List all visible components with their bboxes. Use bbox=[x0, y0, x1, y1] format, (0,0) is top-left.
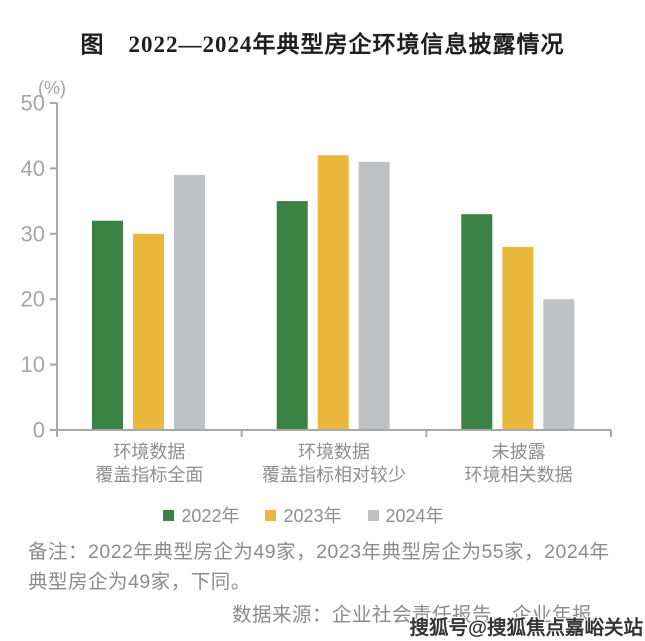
legend-label-2024年: 2024年 bbox=[385, 506, 444, 526]
bar-2023年-cat3 bbox=[502, 246, 534, 430]
category-label-3-line1: 未披露 bbox=[492, 442, 546, 462]
y-tick-label-0: 0 bbox=[33, 418, 45, 443]
data-source-note: 数据来源：企业社会责任报告、企业年报。 bbox=[231, 604, 612, 626]
y-tick-label-40: 40 bbox=[21, 156, 45, 181]
bar-2023年-cat1 bbox=[133, 233, 164, 430]
chart-legend: 2022年 2023年 2024年 bbox=[0, 502, 626, 528]
legend-swatch-2024年 bbox=[367, 509, 379, 521]
category-label-1-line2: 覆盖指标全面 bbox=[95, 465, 203, 485]
bar-2024年-cat1 bbox=[174, 174, 205, 430]
category-label-2-line1: 环境数据 bbox=[298, 442, 370, 462]
legend-label-2023年: 2023年 bbox=[283, 506, 342, 526]
legend-swatch-2023年 bbox=[265, 509, 277, 521]
legend-item-2023年: 2023年 bbox=[265, 502, 342, 528]
remark-note: 备注：2022年典型房企为49家，2023年典型房企为55家，2024年典型房企… bbox=[28, 541, 610, 593]
legend-label-2022年: 2022年 bbox=[181, 506, 240, 526]
bar-2023年-cat2 bbox=[317, 155, 349, 431]
bar-2022年-cat3 bbox=[461, 214, 493, 430]
category-label-1-line1: 环境数据 bbox=[113, 442, 185, 462]
bar-chart: 01020304050环境数据覆盖指标全面环境数据覆盖指标相对较少未披露环境相关… bbox=[21, 95, 612, 485]
bar-2022年-cat2 bbox=[276, 201, 308, 430]
watermark: 搜狐号@搜狐焦点嘉峪关站 bbox=[409, 617, 643, 639]
y-tick-label-50: 50 bbox=[21, 95, 45, 116]
legend-item-2024年: 2024年 bbox=[367, 502, 444, 528]
category-label-2-line2: 覆盖指标相对较少 bbox=[262, 465, 406, 485]
bar-2022年-cat1 bbox=[92, 220, 123, 430]
legend-item-2022年: 2022年 bbox=[163, 502, 239, 528]
bar-2024年-cat3 bbox=[543, 299, 575, 430]
y-tick-label-10: 10 bbox=[21, 352, 45, 377]
y-axis-unit-label: (%) bbox=[38, 78, 66, 98]
bar-2024年-cat2 bbox=[358, 161, 390, 430]
y-tick-label-30: 30 bbox=[21, 221, 45, 246]
legend-swatch-2022年 bbox=[163, 509, 175, 521]
y-tick-label-20: 20 bbox=[21, 287, 45, 312]
category-label-3-line2: 环境相关数据 bbox=[465, 465, 573, 485]
chart-title: 图 2022—2024年典型房企环境信息披露情况 bbox=[80, 32, 565, 57]
